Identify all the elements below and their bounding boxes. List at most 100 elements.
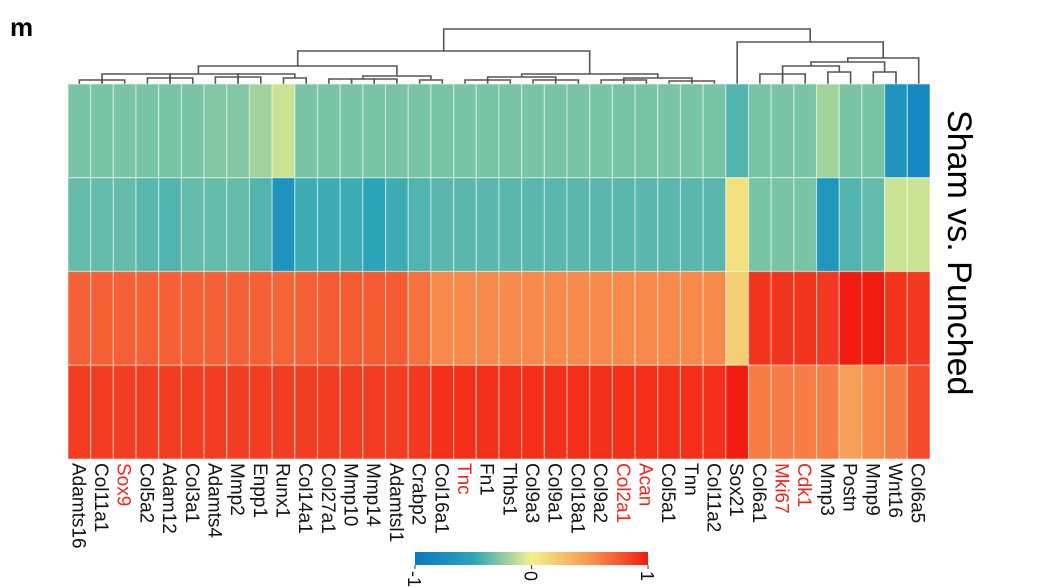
heatmap-cell-Col16a1-row-3 (430, 270, 455, 366)
dendrogram-branch (691, 80, 716, 84)
heatmap-cell-Tnc-row-1 (453, 83, 477, 179)
heatmap-cell-Col2a1-row-4 (611, 364, 636, 460)
heatmap-cell-Adam12-row-4 (158, 364, 183, 460)
heatmap-cell-Col6a5-row-4 (906, 364, 931, 460)
panel-letter: m (10, 12, 33, 42)
heatmap-cell-Col11a1-row-4 (90, 364, 114, 460)
heatmap-cell-Adamts16-row-1 (67, 83, 92, 179)
heatmap-cell-Tnc-row-3 (453, 270, 477, 366)
heatmap-cell-Col2a1-row-1 (611, 83, 636, 179)
gene-label-Adamts4: Adamts4 (203, 463, 224, 538)
gene-label-Mmp9: Mmp9 (861, 463, 882, 516)
heatmap-cell-Enpp1-row-4 (248, 364, 273, 460)
heatmap-cell-Col5a1-row-1 (657, 83, 682, 179)
heatmap-cell-Col3a1-row-4 (180, 364, 205, 460)
heatmap-cell-Fn1-row-2 (475, 177, 500, 273)
heatmap-cell-Col9a1-row-1 (543, 83, 568, 179)
heatmap-cell-Col5a2-row-3 (135, 270, 160, 366)
heatmap-cell-Col27a1-row-4 (316, 364, 341, 460)
color-scale-tick-label: 0 (521, 571, 541, 581)
gene-label-Sox9: Sox9 (113, 463, 134, 506)
gene-label-Col27a1: Col27a1 (317, 463, 338, 534)
heatmap-cell-Col9a2-row-4 (589, 364, 614, 460)
heatmap-cell-Mmp9-row-2 (861, 177, 886, 273)
dendrogram-branch (442, 28, 811, 51)
heatmap-cell-Acan-row-1 (634, 83, 659, 179)
heatmap-cell-Col16a1-row-1 (430, 83, 455, 179)
heatmap-cell-Mmp3-row-1 (815, 83, 840, 179)
heatmap-cell-Fn1-row-1 (475, 83, 500, 179)
heatmap-cell-Runx1-row-1 (271, 83, 296, 179)
heatmap-cell-Col14a1-row-3 (294, 270, 319, 366)
gene-label-Postn: Postn (839, 463, 860, 512)
color-scale-tick-label: 1 (637, 571, 657, 581)
heatmap-cell-Col18a1-row-4 (566, 364, 591, 460)
dendrogram-branch (810, 61, 886, 72)
heatmap-cell-Col5a1-row-4 (657, 364, 682, 460)
dendrogram-branch (781, 73, 806, 84)
heatmap-cell-Mmp3-row-2 (815, 177, 840, 273)
heatmap-cell-Col6a1-row-1 (747, 83, 772, 179)
gene-label-Mki67: Mki67 (771, 463, 792, 514)
heatmap-cell-Tnn-row-4 (679, 364, 704, 460)
gene-label-Col11a1: Col11a1 (90, 463, 111, 532)
heatmap-cell-Col11a2-row-3 (702, 270, 727, 366)
heatmap-cell-Mmp9-row-4 (861, 364, 886, 460)
gene-label-Enpp1: Enpp1 (249, 463, 270, 518)
gene-label-Acan: Acan (634, 463, 655, 506)
gene-label-Col16a1: Col16a1 (430, 463, 451, 534)
gene-label-Col5a2: Col5a2 (135, 463, 156, 523)
heatmap-cell-Cdk1-row-2 (793, 177, 818, 273)
heatmap-cell-Col6a1-row-4 (747, 364, 772, 460)
heatmap-cell-Enpp1-row-2 (248, 177, 273, 273)
gene-labels: Adamts16 Col11a1 Sox9 Col5a2 Adam12 Col3a1 Ada… (67, 463, 927, 549)
heatmap-cell-Mki67-row-2 (770, 177, 795, 273)
heatmap-cell-Adamts16-row-3 (67, 270, 92, 366)
heatmap-cell-Col5a1-row-3 (657, 270, 682, 366)
heatmap-cell-Postn-row-1 (838, 83, 863, 179)
heatmap-cell-Col14a1-row-2 (294, 177, 319, 273)
heatmap-cell-Col3a1-row-3 (180, 270, 205, 366)
heatmap-cell-Col2a1-row-2 (611, 177, 636, 273)
heatmap-cell-Mmp3-row-3 (815, 270, 840, 366)
color-scale-bar (415, 552, 648, 565)
heatmap-cell-Col6a5-row-3 (906, 270, 931, 366)
heatmap-cell-Mmp2-row-1 (226, 83, 251, 179)
heatmap-cells (67, 83, 931, 460)
gene-label-Col18a1: Col18a1 (566, 463, 587, 534)
heatmap-cell-Sox21-row-4 (725, 364, 750, 460)
gene-label-Cdk1: Cdk1 (793, 463, 814, 507)
heatmap-cell-Tnc-row-2 (453, 177, 477, 273)
heatmap-cell-Mmp10-row-1 (339, 83, 364, 179)
heatmap-cell-Adam12-row-2 (158, 177, 183, 273)
heatmap-cell-Col11a2-row-4 (702, 364, 727, 460)
heatmap-cell-Col9a3-row-2 (521, 177, 545, 273)
heatmap-cell-Wnt16-row-3 (884, 270, 908, 366)
dendrogram-branch (282, 77, 307, 84)
heatmap-cell-Col16a1-row-2 (430, 177, 455, 273)
heatmap-cell-Col5a2-row-1 (135, 83, 160, 179)
heatmap-cell-Crabp2-row-4 (407, 364, 432, 460)
column-dendrogram (78, 28, 920, 84)
heatmap-cell-Col14a1-row-1 (294, 83, 319, 179)
heatmap-cell-Thbs1-row-4 (498, 364, 523, 460)
heatmap-cell-Adam12-row-1 (158, 83, 183, 179)
gene-label-Col3a1: Col3a1 (181, 463, 202, 523)
heatmap-cell-Crabp2-row-2 (407, 177, 432, 273)
color-scale-tick-label: -1 (404, 571, 424, 587)
heatmap-cell-Adamts4-row-1 (203, 83, 228, 179)
heatmap-cell-Col5a1-row-2 (657, 177, 682, 273)
heatmap-cell-Adam12-row-3 (158, 270, 183, 366)
heatmap-cell-Col9a3-row-4 (521, 364, 545, 460)
heatmap-cell-Mmp9-row-1 (861, 83, 886, 179)
heatmap-cell-Acan-row-4 (634, 364, 659, 460)
heatmap-cell-Col3a1-row-2 (180, 177, 205, 273)
heatmap-cell-Col3a1-row-1 (180, 83, 205, 179)
heatmap-cell-Tnn-row-2 (679, 177, 704, 273)
heatmap-cell-Sox9-row-3 (112, 270, 137, 366)
heatmap-cell-Mmp3-row-4 (815, 364, 840, 460)
dendrogram-branch (373, 78, 398, 84)
heatmap-cell-Col9a3-row-1 (521, 83, 545, 179)
color-scale: -1 0 1 (404, 552, 657, 587)
heatmap-cell-Col2a1-row-3 (611, 270, 636, 366)
